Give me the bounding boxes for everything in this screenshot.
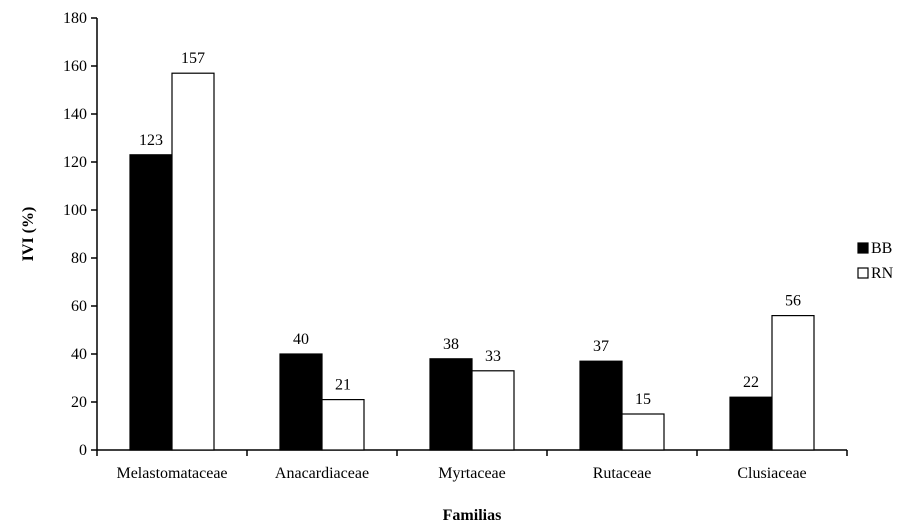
legend: BB RN [857, 240, 894, 282]
bar-rn [321, 399, 365, 451]
y-tick-label: 20 [71, 394, 87, 411]
bar-bb [129, 154, 173, 451]
x-tick-label: Clusiaceae [737, 465, 806, 482]
bar-rn [621, 413, 665, 451]
y-tick-label: 160 [63, 58, 87, 75]
legend-swatch-bb [857, 242, 869, 254]
x-tick-label: Anacardiaceae [275, 465, 369, 482]
x-axis-title: Familias [443, 507, 502, 524]
x-tick-label: Myrtaceae [438, 465, 506, 482]
data-label: 157 [181, 50, 205, 67]
bar-bb [279, 353, 323, 451]
y-axis-title: IVI (%) [20, 207, 37, 262]
x-axis: Melastomataceae Anacardiaceae Myrtaceae Rut… [96, 449, 848, 482]
bars [129, 72, 815, 451]
y-tick-label: 140 [63, 106, 87, 123]
y-tick-label: 60 [71, 298, 87, 315]
y-tick-label: 0 [79, 442, 87, 459]
x-tick-label: Rutaceae [593, 465, 652, 482]
y-tick-label: 80 [71, 250, 87, 267]
data-label: 40 [293, 331, 309, 348]
y-tick-label: 120 [63, 154, 87, 171]
bar-bb [729, 396, 773, 451]
bar-bb [429, 358, 473, 451]
data-labels: 123 157 40 21 38 33 37 15 22 56 [139, 50, 801, 408]
data-label: 21 [335, 377, 351, 394]
data-label: 22 [743, 374, 759, 391]
data-label: 37 [593, 338, 609, 355]
bar-bb [579, 360, 623, 451]
bar-rn [471, 370, 515, 451]
y-tick-label: 180 [63, 10, 87, 27]
y-tick-label: 100 [63, 202, 87, 219]
data-label: 15 [635, 391, 651, 408]
y-axis: 0 20 40 60 80 100 120 140 160 180 [63, 10, 98, 459]
legend-label: BB [871, 240, 892, 257]
legend-swatch-rn [857, 267, 869, 279]
data-label: 38 [443, 336, 459, 353]
data-label: 123 [139, 132, 163, 149]
data-label: 56 [785, 293, 801, 310]
y-tick-label: 40 [71, 346, 87, 363]
bar-rn [771, 315, 815, 451]
legend-label: RN [871, 265, 894, 282]
bar-rn [171, 72, 215, 451]
x-tick-label: Melastomataceae [116, 465, 227, 482]
data-label: 33 [485, 348, 501, 365]
